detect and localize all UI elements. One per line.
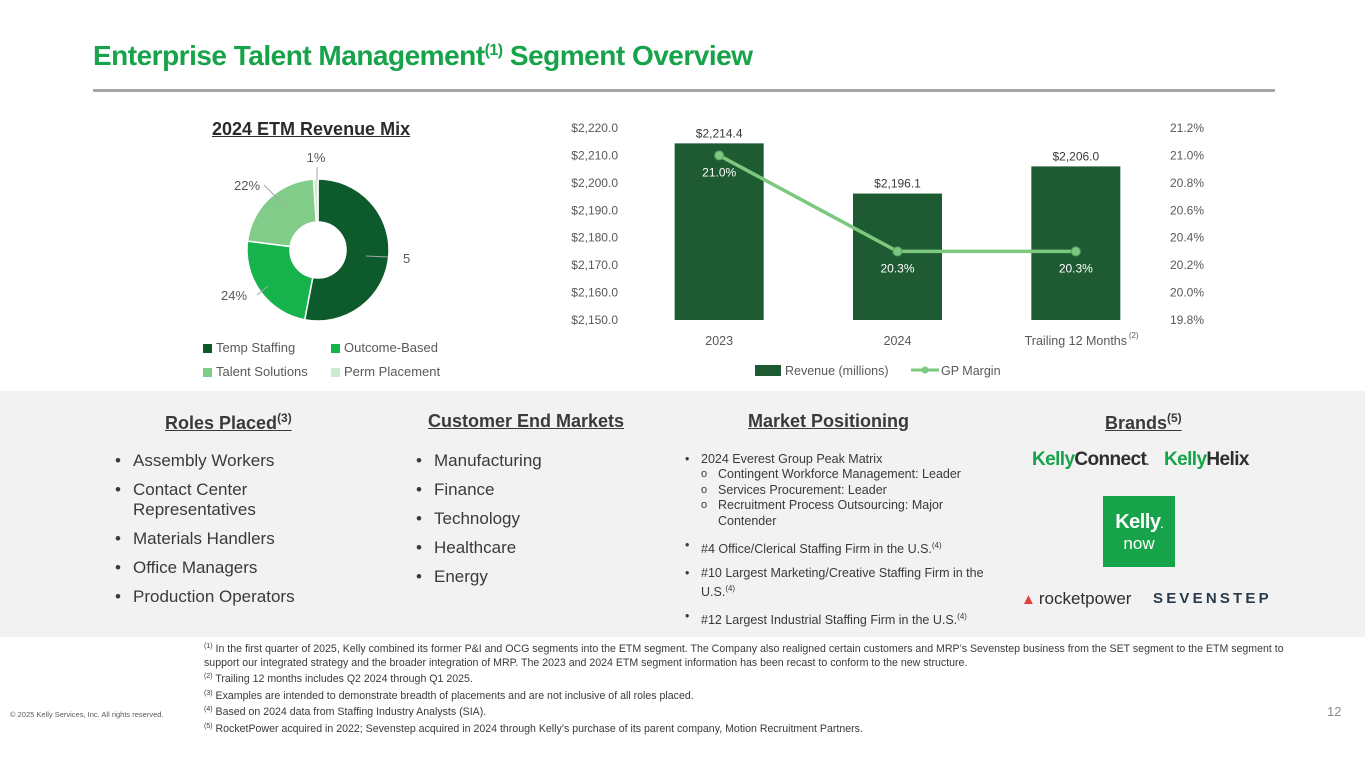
title-divider <box>93 89 1275 92</box>
pie-leader-line <box>365 255 389 258</box>
revenue-data-label: $2,214.4 <box>696 126 743 140</box>
footnote: (2) Trailing 12 months includes Q2 2024 … <box>204 673 473 685</box>
revenue-mix-donut-chart: 53% 24% 22% 1% <box>221 150 410 322</box>
right-axis-tick-label: 20.4% <box>1170 231 1204 245</box>
gp-margin-data-label: 20.3% <box>880 261 914 275</box>
right-axis-tick-label: 21.0% <box>1170 148 1204 162</box>
right-axis-tick-label: 20.2% <box>1170 258 1204 272</box>
left-axis-tick-label: $2,220.0 <box>571 121 618 135</box>
category-footnote-marker: (2) <box>1129 331 1139 340</box>
sub-list-item: Services Procurement: Leader <box>701 483 985 499</box>
list-item: Manufacturing <box>416 451 616 471</box>
markets-list: Manufacturing Finance Technology Healthc… <box>416 451 616 596</box>
list-item: #4 Office/Clerical Staffing Firm in the … <box>685 538 985 557</box>
footnote: (5) RocketPower acquired in 2022; Sevens… <box>204 722 863 735</box>
legend-label-revenue: Revenue (millions) <box>785 364 889 378</box>
pie-value-label: 1% <box>307 150 326 165</box>
legend-swatch <box>331 344 340 354</box>
legend-item-perm-placement: Perm Placement <box>331 364 440 379</box>
category-tick-label: 2023 <box>705 334 733 348</box>
customer-end-markets-heading: Customer End Markets <box>428 411 625 431</box>
footnote: (1) In the first quarter of 2025, Kelly … <box>204 643 1284 669</box>
list-item: Technology <box>416 509 616 529</box>
legend-swatch <box>203 344 212 354</box>
list-item: 2024 Everest Group Peak Matrix Contingen… <box>685 452 985 529</box>
market-positioning-list: 2024 Everest Group Peak Matrix Contingen… <box>685 452 985 637</box>
left-axis-tick-label: $2,170.0 <box>571 258 618 272</box>
left-axis-tick-label: $2,200.0 <box>571 176 618 190</box>
gp-margin-data-label: 20.3% <box>1059 261 1093 275</box>
pie-value-label: 53% <box>403 251 410 266</box>
footnote: (4) Based on 2024 data from Staffing Ind… <box>204 706 487 718</box>
legend-item-temp-staffing: Temp Staffing <box>203 340 295 355</box>
left-axis-tick-label: $2,210.0 <box>571 148 618 162</box>
list-item: Production Operators <box>115 587 325 607</box>
list-item: #12 Largest Industrial Staffing Firm in … <box>685 609 985 628</box>
rocket-icon: ▲ <box>1021 591 1036 608</box>
gp-margin-point <box>1070 246 1081 257</box>
right-axis-tick-label: 19.8% <box>1170 313 1204 327</box>
category-tick-label: 2024 <box>884 334 912 348</box>
legend-label-gp-margin: GP Margin <box>941 364 1001 378</box>
left-axis-tick-label: $2,180.0 <box>571 231 618 245</box>
right-axis-tick-label: 20.8% <box>1170 176 1204 190</box>
roles-placed-heading: Roles Placed(3) <box>165 411 292 433</box>
category-tick-label: Trailing 12 Months <box>1025 334 1127 348</box>
footnotes: (1) In the first quarter of 2025, Kelly … <box>204 640 1294 736</box>
list-item: Assembly Workers <box>115 451 325 471</box>
kelly-now-logo: Kelly. now <box>1103 496 1175 567</box>
pie-leader-line <box>263 184 286 207</box>
revenue-bar <box>1031 166 1121 320</box>
pie-chart-title: 2024 ETM Revenue Mix <box>212 119 411 139</box>
page-number: 12 <box>1327 704 1342 719</box>
sub-list-item: Recruitment Process Outsourcing: Major C… <box>701 498 985 529</box>
market-positioning-heading: Market Positioning <box>748 411 910 431</box>
brands-heading: Brands(5) <box>1105 411 1182 433</box>
revenue-data-label: $2,196.1 <box>874 177 921 191</box>
pie-slice-outcome-based <box>246 240 314 321</box>
revenue-bar <box>853 193 942 320</box>
legend-swatch-revenue <box>755 365 781 376</box>
list-item: Materials Handlers <box>115 529 325 549</box>
pie-slice-perm-placement <box>312 178 319 223</box>
legend-swatch <box>331 368 340 378</box>
roles-list: Assembly Workers Contact Center Represen… <box>115 451 325 616</box>
left-axis-tick-label: $2,150.0 <box>571 313 618 327</box>
list-item: Finance <box>416 480 616 500</box>
right-axis-tick-label: 21.2% <box>1170 121 1204 135</box>
right-axis-tick-label: 20.0% <box>1170 286 1204 300</box>
page-title: Enterprise Talent Management(1) Segment … <box>93 40 753 71</box>
pie-value-label: 22% <box>234 178 260 193</box>
kelly-helix-logo: KellyHelix <box>1164 449 1249 470</box>
list-item: Office Managers <box>115 558 325 578</box>
revenue-data-label: $2,206.0 <box>1052 149 1099 163</box>
list-item: Contact Center Representatives <box>115 480 325 520</box>
copyright: © 2025 Kelly Services, Inc. All rights r… <box>10 710 164 719</box>
kelly-connect-logo: KellyConnect. <box>1032 449 1149 470</box>
revenue-gp-margin-chart: $2,220.0 $2,210.0 $2,200.0 $2,190.0 $2,180.0… <box>571 121 1204 378</box>
gp-margin-point <box>892 246 903 257</box>
pie-value-label: 24% <box>221 288 247 303</box>
legend-swatch <box>203 368 212 378</box>
gp-margin-point <box>714 150 725 161</box>
pie-slice-temp-staffing <box>303 178 390 322</box>
list-item: Healthcare <box>416 538 616 558</box>
pie-leader-line <box>256 285 269 296</box>
left-axis-tick-label: $2,190.0 <box>571 203 618 217</box>
right-axis-tick-label: 20.6% <box>1170 203 1204 217</box>
list-item: #10 Largest Marketing/Creative Staffing … <box>685 566 985 600</box>
rocketpower-logo: ▲ rocketpower <box>1021 589 1132 608</box>
legend-marker-gp-margin <box>921 366 929 374</box>
legend-item-talent-solutions: Talent Solutions <box>203 364 308 379</box>
list-item: Energy <box>416 567 616 587</box>
sub-list-item: Contingent Workforce Management: Leader <box>701 467 985 483</box>
left-axis-tick-label: $2,160.0 <box>571 286 618 300</box>
footnote: (3) Examples are intended to demonstrate… <box>204 689 694 702</box>
pie-slice-talent-solutions <box>246 178 318 248</box>
gp-margin-data-label: 21.0% <box>702 165 736 179</box>
sevenstep-logo: SEVENSTEP <box>1153 590 1272 607</box>
legend-item-outcome-based: Outcome-Based <box>331 340 438 355</box>
